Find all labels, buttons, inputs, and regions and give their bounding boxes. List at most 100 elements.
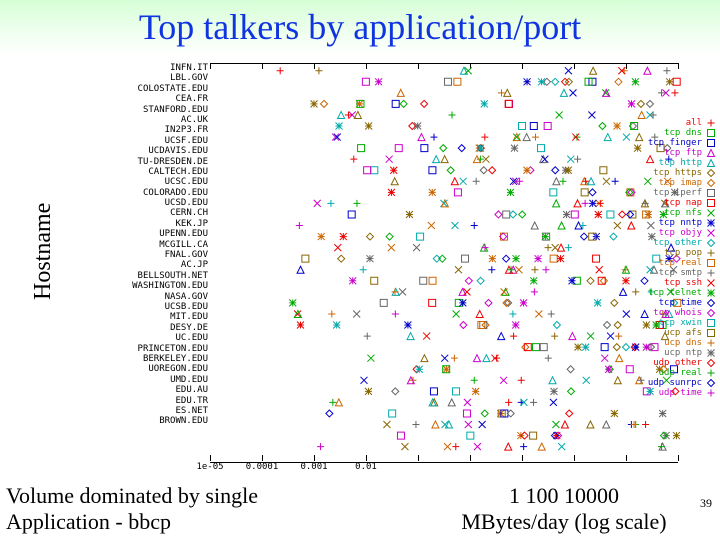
y-tick: TU-DRESDEN.DE <box>110 157 208 167</box>
legend-label: tcp https <box>598 168 706 178</box>
legend-label: tcp dns <box>598 128 706 138</box>
legend-item: udp time <box>598 388 716 398</box>
y-tick: PRINCETON.EDU <box>110 344 208 354</box>
y-axis-label: Hostname <box>30 203 57 300</box>
legend-marker-icon <box>706 178 716 188</box>
legend-item: udp real <box>598 368 716 378</box>
y-tick: CALTECH.EDU <box>110 167 208 177</box>
legend-item: udp other <box>598 358 716 368</box>
legend-marker-icon <box>706 298 716 308</box>
legend-marker-icon <box>706 378 716 388</box>
y-tick: BERKELEY.EDU <box>110 354 208 364</box>
y-tick: UCDAVIS.EDU <box>110 146 208 156</box>
legend-marker-icon <box>706 278 716 288</box>
legend-item: tcp http <box>598 158 716 168</box>
legend-marker-icon <box>706 198 716 208</box>
legend-label: tcp other <box>598 238 706 248</box>
legend-item: tcp nfs <box>598 208 716 218</box>
legend-label: tcp smtp <box>598 268 706 278</box>
legend-label: udp other <box>598 358 706 368</box>
caption-right-line2: MBytes/day (log scale) <box>461 509 666 534</box>
y-tick: UCSF.EDU <box>110 136 208 146</box>
y-tick: FNAL.GOV <box>110 250 208 260</box>
legend-marker-icon <box>706 268 716 278</box>
legend-marker-icon <box>706 348 716 358</box>
caption-left-line1: Volume dominated by single <box>6 483 258 508</box>
y-tick: ES.NET <box>110 406 208 416</box>
legend-item: tcp iperf <box>598 188 716 198</box>
legend-marker-icon <box>706 258 716 268</box>
legend: alltcp dnstcp fingertcp ftptcp httptcp h… <box>598 118 716 398</box>
legend-label: tcp time <box>598 298 706 308</box>
y-tick: WASHINGTON.EDU <box>110 281 208 291</box>
legend-marker-icon <box>706 338 716 348</box>
y-tick: INFN.IT <box>110 63 208 73</box>
y-tick: STANFORD.EDU <box>110 105 208 115</box>
y-tick: KEK.JP <box>110 219 208 229</box>
legend-label: tcp whois <box>598 308 706 318</box>
legend-label: tcp imap <box>598 178 706 188</box>
legend-marker-icon <box>706 148 716 158</box>
legend-label: ucp ntp <box>598 348 706 358</box>
legend-item: all <box>598 118 716 128</box>
y-tick: AC.UK <box>110 115 208 125</box>
y-tick: COLOSTATE.EDU <box>110 84 208 94</box>
legend-item: tcp https <box>598 168 716 178</box>
legend-marker-icon <box>706 188 716 198</box>
x-tick: 1e-05 <box>196 462 223 472</box>
legend-marker-icon <box>706 308 716 318</box>
legend-label: tcp real <box>598 258 706 268</box>
legend-item: udp sunrpc <box>598 378 716 388</box>
y-tick: CEA.FR <box>110 94 208 104</box>
legend-item: tcp pop <box>598 248 716 258</box>
caption-right-line1: 1 100 10000 <box>509 483 619 508</box>
y-tick: LBL.GOV <box>110 73 208 83</box>
title-bar: Top talkers by application/port <box>0 0 720 54</box>
legend-label: ucp dns <box>598 338 706 348</box>
y-tick: UCSB.EDU <box>110 302 208 312</box>
legend-marker-icon <box>706 358 716 368</box>
legend-marker-icon <box>706 138 716 148</box>
y-tick: MIT.EDU <box>110 312 208 322</box>
legend-marker-icon <box>706 218 716 228</box>
legend-item: tcp finger <box>598 138 716 148</box>
legend-item: ucp ntp <box>598 348 716 358</box>
legend-label: tcp nfs <box>598 208 706 218</box>
legend-label: tcp pop <box>598 248 706 258</box>
legend-label: ucp afs <box>598 328 706 338</box>
y-tick: MCGILL.CA <box>110 240 208 250</box>
y-tick: EDU.AU <box>110 385 208 395</box>
x-tick-labels: 1e-050.00010.0010.01 <box>210 462 678 474</box>
legend-marker-icon <box>706 368 716 378</box>
legend-item: tcp smtp <box>598 268 716 278</box>
legend-marker-icon <box>706 118 716 128</box>
legend-item: tcp telnet <box>598 288 716 298</box>
y-tick: UCSD.EDU <box>110 198 208 208</box>
legend-item: tcp whois <box>598 308 716 318</box>
x-tick: 0.01 <box>355 462 377 472</box>
legend-marker-icon <box>706 208 716 218</box>
legend-label: tcp http <box>598 158 706 168</box>
y-tick: UMD.EDU <box>110 375 208 385</box>
y-tick: CERN.CH <box>110 208 208 218</box>
legend-marker-icon <box>706 238 716 248</box>
y-tick: UOREGON.EDU <box>110 364 208 374</box>
legend-marker-icon <box>706 228 716 238</box>
legend-marker-icon <box>706 328 716 338</box>
page-title: Top talkers by application/port <box>139 7 581 47</box>
y-tick: IN2P3.FR <box>110 125 208 135</box>
y-tick: BROWN.EDU <box>110 416 208 426</box>
y-tick-labels: INFN.ITLBL.GOVCOLOSTATE.EDUCEA.FRSTANFOR… <box>110 63 208 461</box>
legend-label: tcp iperf <box>598 188 706 198</box>
legend-label: tcp ssh <box>598 278 706 288</box>
page-number: 39 <box>700 496 712 511</box>
legend-item: tcp dns <box>598 128 716 138</box>
legend-item: tcp imap <box>598 178 716 188</box>
legend-label: tcp nap <box>598 198 706 208</box>
x-tick: 0.001 <box>300 462 327 472</box>
x-tick: 0.0001 <box>246 462 279 472</box>
y-tick: DESY.DE <box>110 323 208 333</box>
legend-item: tcp nap <box>598 198 716 208</box>
legend-item: ucp afs <box>598 328 716 338</box>
legend-item: tcp other <box>598 238 716 248</box>
